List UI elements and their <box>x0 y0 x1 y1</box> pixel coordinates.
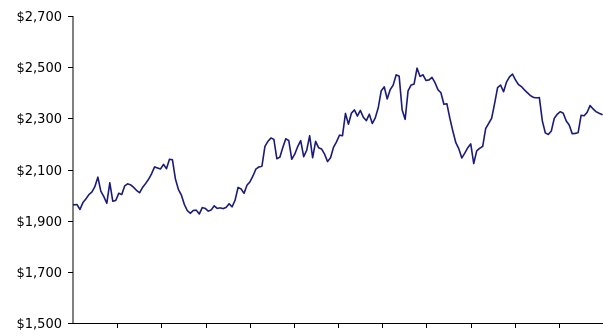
y-tick-label: $2,100 <box>17 164 63 179</box>
y-axis: $1,500 $1,700 $1,900 $2,100 $2,300 $2,500 $2,7… <box>17 10 74 332</box>
y-tick-label: $1,700 <box>17 266 63 281</box>
series-group <box>73 67 603 215</box>
series-line-0 <box>73 67 603 215</box>
y-tick-label: $2,300 <box>17 112 63 127</box>
y-tick-label: $2,700 <box>17 10 63 25</box>
y-tick-label: $1,900 <box>17 215 63 230</box>
x-axis <box>73 323 603 328</box>
y-tick-label: $2,500 <box>17 61 63 76</box>
y-tick-label: $1,500 <box>17 317 63 332</box>
